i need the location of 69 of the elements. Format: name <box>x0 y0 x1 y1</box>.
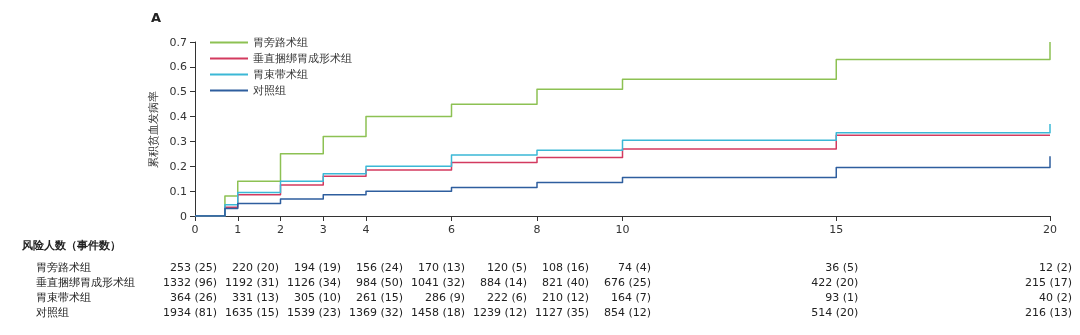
text: 305 (10) <box>293 291 341 304</box>
y-tick-label: 0.2 <box>169 159 187 173</box>
legend-label: 垂直捆绑胃成形术组 <box>253 52 352 65</box>
text: 1332 (96) <box>162 276 217 289</box>
text: 1458 (18) <box>410 306 465 319</box>
legend-label: 胃旁路术组 <box>253 36 308 49</box>
text: 156 (24) <box>355 261 403 274</box>
x-tick-label: 6 <box>448 223 455 236</box>
x-tick-label: 15 <box>829 223 844 236</box>
text: 93 (1) <box>825 291 859 304</box>
y-tick-label: 0.7 <box>169 35 187 49</box>
x-tick-label: 2 <box>277 223 284 236</box>
text: 垂直捆绑胃成形术组 <box>36 276 135 289</box>
y-tick-label: 0 <box>180 209 187 223</box>
text: 120 (5) <box>486 261 527 274</box>
text: 1635 (15) <box>224 306 279 319</box>
text: 194 (19) <box>293 261 341 274</box>
text: 1127 (35) <box>534 306 589 319</box>
text: 1369 (32) <box>348 306 403 319</box>
text: 1934 (81) <box>162 306 217 319</box>
y-tick-label: 0.4 <box>169 110 187 124</box>
text: 1126 (34) <box>286 276 341 289</box>
text: 1239 (12) <box>472 306 527 319</box>
text: 422 (20) <box>811 276 859 289</box>
text: 胃束带术组 <box>36 291 91 304</box>
text: 36 (5) <box>825 261 859 274</box>
text: 40 (2) <box>1038 291 1072 304</box>
y-axis-title: 累积贫血发病率 <box>146 90 160 168</box>
x-tick-label: 3 <box>319 223 327 236</box>
x-tick-label: 4 <box>362 223 370 236</box>
x-tick-label: 8 <box>533 223 541 236</box>
legend-label: 对照组 <box>253 84 286 97</box>
text: 1041 (32) <box>410 276 465 289</box>
text: 514 (20) <box>811 306 859 319</box>
text: 风险人数（事件数） <box>21 239 121 252</box>
text: 222 (6) <box>486 291 527 304</box>
text: 286 (9) <box>424 291 465 304</box>
y-tick-label: 0.5 <box>169 85 187 99</box>
text: 884 (14) <box>479 276 527 289</box>
text: 854 (12) <box>603 306 651 319</box>
text: 253 (25) <box>169 261 217 274</box>
text: 164 (7) <box>610 291 651 304</box>
legend-label: 胃束带术组 <box>253 68 308 81</box>
text: 984 (50) <box>355 276 403 289</box>
text: 12 (2) <box>1038 261 1072 274</box>
text: 1192 (31) <box>224 276 279 289</box>
chart-title: A <box>151 10 162 25</box>
text: 216 (13) <box>1024 306 1072 319</box>
text: 821 (40) <box>541 276 589 289</box>
text: 331 (13) <box>231 291 279 304</box>
text: 220 (20) <box>231 261 279 274</box>
x-tick-label: 10 <box>615 223 630 236</box>
text: 对照组 <box>36 306 69 319</box>
text: 364 (26) <box>169 291 217 304</box>
text: 胃旁路术组 <box>36 261 91 274</box>
x-tick-label: 0 <box>191 223 199 236</box>
text: 676 (25) <box>603 276 651 289</box>
y-tick-label: 0.6 <box>169 60 187 74</box>
text: 261 (15) <box>355 291 403 304</box>
text: 108 (16) <box>541 261 589 274</box>
x-tick-label: 20 <box>1043 223 1057 236</box>
text: 215 (17) <box>1024 276 1072 289</box>
text: 1539 (23) <box>286 306 341 319</box>
text: 170 (13) <box>417 261 465 274</box>
text: 210 (12) <box>541 291 589 304</box>
y-tick-label: 0.3 <box>169 134 187 148</box>
x-tick-label: 1 <box>234 223 242 236</box>
text: 74 (4) <box>617 261 651 274</box>
y-tick-label: 0.1 <box>169 184 187 198</box>
